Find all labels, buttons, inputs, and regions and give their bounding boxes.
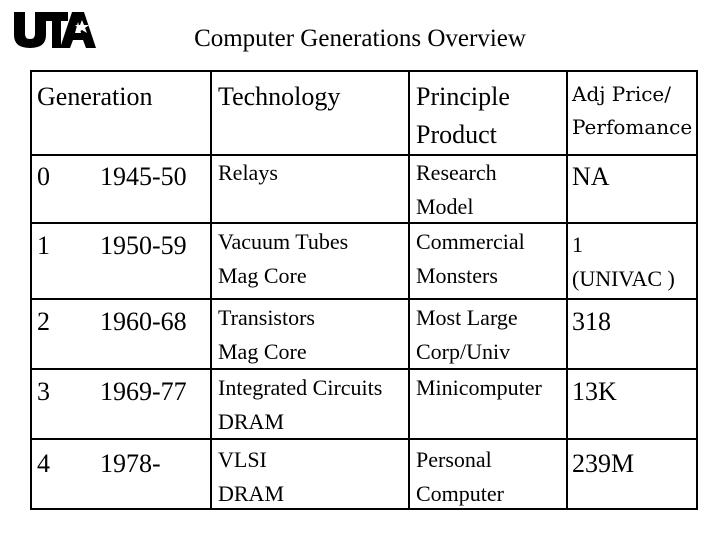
slide-title: Computer Generations Overview xyxy=(194,25,526,52)
row2-price: 318 xyxy=(572,307,611,336)
row2-generation: 2 xyxy=(37,307,50,336)
header-principle-product: Principle Product xyxy=(416,82,510,149)
row-divider xyxy=(32,298,696,300)
row4-technology: VLSI DRAM xyxy=(218,447,285,506)
row3-years: 1969-77 xyxy=(100,377,187,406)
row2-technology: Transistors Mag Core xyxy=(218,305,315,364)
row0-price: NA xyxy=(572,162,610,191)
row1-price: 1 (UNIVAC ) xyxy=(572,232,675,291)
row0-technology: Relays xyxy=(218,160,278,185)
column-divider xyxy=(408,72,410,508)
header-price-performance: Adj Price/ Perfomance xyxy=(572,82,693,139)
column-divider xyxy=(210,72,212,508)
row2-product: Most Large Corp/Univ xyxy=(416,305,518,364)
header-technology: Technology xyxy=(218,82,341,111)
row0-generation: 0 xyxy=(37,162,50,191)
row3-product: Minicomputer xyxy=(416,375,542,400)
row2-years: 1960-68 xyxy=(100,307,187,336)
row1-technology: Vacuum Tubes Mag Core xyxy=(218,229,349,288)
row4-price: 239M xyxy=(572,449,635,478)
header-generation: Generation xyxy=(37,82,153,111)
row-divider xyxy=(32,222,696,224)
row3-technology: Integrated Circuits DRAM xyxy=(218,375,383,434)
row-divider xyxy=(32,154,696,156)
row-divider xyxy=(32,368,696,370)
row4-years: 1978- xyxy=(100,449,161,478)
row0-product: Research Model xyxy=(416,160,497,219)
row3-generation: 3 xyxy=(37,377,50,406)
row4-product: Personal Computer xyxy=(416,447,504,506)
row1-years: 1950-59 xyxy=(100,231,187,260)
row0-years: 1945-50 xyxy=(100,162,187,191)
row4-generation: 4 xyxy=(37,449,50,478)
row-divider xyxy=(32,438,696,440)
row1-product: Commercial Monsters xyxy=(416,229,525,288)
generations-table: Generation Technology Principle Product … xyxy=(30,70,698,510)
row1-generation: 1 xyxy=(37,231,50,260)
uta-logo xyxy=(14,12,96,48)
row3-price: 13K xyxy=(572,377,617,406)
column-divider xyxy=(566,72,568,508)
